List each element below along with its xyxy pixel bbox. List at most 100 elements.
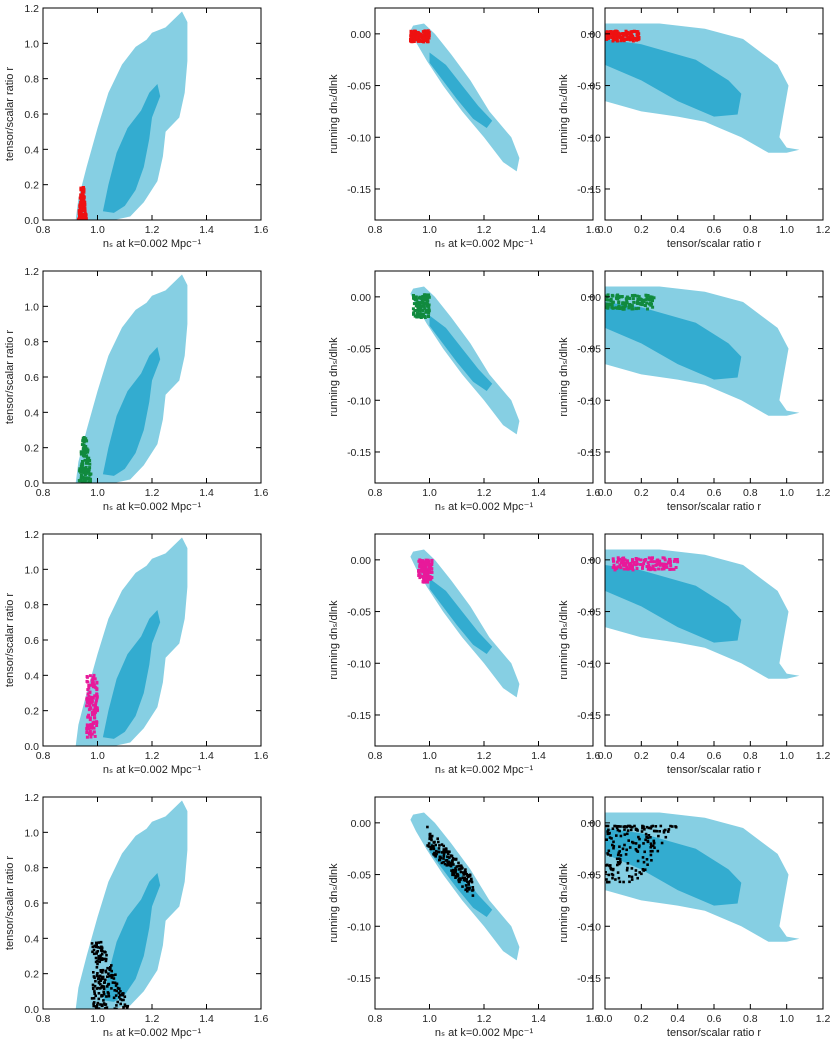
data-point (91, 678, 95, 682)
data-point (463, 876, 467, 880)
x-tick-label: 0.2 (634, 224, 649, 236)
data-point (123, 1003, 127, 1006)
data-point (634, 873, 638, 876)
data-point (442, 854, 446, 858)
data-point (621, 561, 625, 565)
x-tick-label: 0.2 (634, 487, 649, 499)
data-point (419, 35, 423, 39)
data-point (79, 186, 83, 190)
data-point (636, 302, 640, 305)
data-point (86, 698, 90, 702)
data-point (85, 723, 89, 727)
data-point (88, 481, 92, 483)
data-point (80, 467, 84, 471)
data-point (635, 294, 639, 298)
x-tick-label: 0.0 (598, 487, 613, 499)
data-point (612, 559, 615, 563)
x-tick-label: 1.0 (90, 224, 105, 236)
data-point (114, 984, 118, 987)
data-point (452, 870, 455, 873)
data-point (611, 565, 615, 569)
data-point (108, 967, 112, 971)
data-point (656, 849, 660, 853)
data-point (618, 845, 621, 848)
x-tick-label: 0.6 (707, 750, 722, 762)
x-tick-label: 0.2 (634, 1013, 649, 1025)
confidence-95-region (75, 274, 188, 483)
data-point (612, 563, 616, 567)
data-point (110, 987, 113, 990)
data-point (671, 825, 674, 828)
data-point (410, 30, 414, 34)
data-point (106, 985, 109, 988)
data-point (425, 579, 429, 583)
y-tick-label: 0.00 (581, 29, 602, 41)
data-point (625, 565, 629, 569)
data-point (447, 860, 451, 864)
y-tick-label: 0.4 (24, 144, 39, 156)
y-tick-label: 1.0 (24, 301, 39, 313)
data-point (97, 992, 101, 995)
data-point (118, 987, 121, 990)
data-point (619, 825, 622, 828)
data-point (649, 842, 653, 845)
data-point (625, 848, 628, 852)
data-point (446, 855, 450, 859)
data-point (465, 877, 468, 881)
x-tick-label: 0.8 (368, 750, 383, 762)
panel-r2c2: 0.8 1.0 1.2 1.4 1.6 0.00 -0.05 -0.10 -0.15 nₛ at … (328, 270, 600, 513)
data-point (115, 1007, 118, 1009)
data-point (91, 696, 95, 699)
data-point (610, 872, 614, 876)
data-point (442, 857, 445, 860)
data-point (93, 990, 96, 993)
data-point (110, 976, 114, 979)
confidence-68-region (102, 873, 161, 1002)
data-point (100, 952, 104, 956)
y-tick-label: 0.00 (351, 555, 372, 567)
data-point (451, 857, 455, 860)
data-point (99, 983, 102, 986)
data-point (426, 570, 430, 574)
data-point (649, 560, 653, 564)
data-point (438, 855, 442, 859)
data-point (99, 958, 102, 962)
data-point (122, 1005, 125, 1009)
data-point (624, 567, 628, 571)
data-point (422, 560, 426, 564)
data-point (630, 878, 634, 881)
data-point (448, 863, 452, 866)
x-tick-label: 1.0 (779, 487, 794, 499)
data-point (628, 846, 632, 849)
data-point (662, 831, 666, 834)
data-point (417, 572, 421, 576)
data-point (85, 675, 89, 679)
data-point (115, 982, 119, 986)
y-tick-label: -0.05 (347, 870, 371, 882)
data-point (642, 860, 646, 864)
data-point (425, 572, 429, 576)
data-point (432, 847, 436, 851)
data-point (422, 293, 426, 297)
data-point (673, 558, 677, 561)
data-point (425, 296, 429, 300)
data-point (102, 992, 106, 996)
data-point (459, 870, 463, 874)
data-point (86, 715, 90, 719)
data-point (616, 565, 620, 569)
data-point (92, 673, 96, 677)
data-point (646, 836, 650, 840)
data-point (94, 994, 97, 998)
y-tick-label: -0.10 (347, 658, 371, 670)
data-point (434, 843, 437, 847)
y-tick-label: 0.8 (24, 337, 39, 349)
panel-r4c3: 0.0 0.2 0.4 0.6 0.8 1.0 1.2 0.00 -0.05 -0.10 -0.15… (558, 796, 830, 1039)
data-point (90, 726, 93, 730)
data-point (427, 568, 431, 571)
data-point (628, 875, 631, 878)
data-point (446, 852, 450, 855)
data-point (635, 567, 639, 570)
data-point (78, 203, 82, 207)
data-point (84, 465, 88, 469)
